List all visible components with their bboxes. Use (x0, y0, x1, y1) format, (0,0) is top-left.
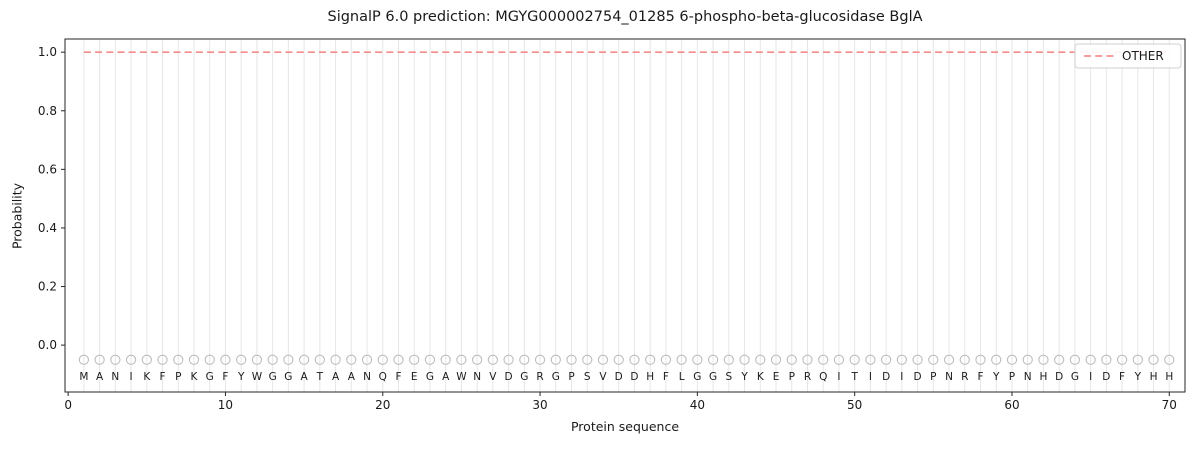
svg-text:F: F (1119, 371, 1125, 383)
svg-text:R: R (804, 371, 811, 383)
svg-text:Y: Y (237, 371, 245, 383)
svg-text:F: F (395, 371, 401, 383)
svg-text:F: F (160, 371, 166, 383)
svg-text:P: P (568, 371, 574, 383)
svg-text:H: H (1039, 371, 1047, 383)
svg-text:G: G (269, 371, 277, 383)
svg-text:T: T (850, 371, 858, 383)
svg-text:F: F (222, 371, 228, 383)
svg-text:D: D (1102, 371, 1110, 383)
svg-text:H: H (1165, 371, 1173, 383)
svg-text:G: G (552, 371, 560, 383)
svg-text:I: I (900, 371, 903, 383)
svg-text:A: A (301, 371, 309, 383)
svg-text:30: 30 (532, 398, 547, 412)
svg-text:T: T (316, 371, 324, 383)
svg-text:0.8: 0.8 (38, 104, 57, 118)
svg-text:G: G (284, 371, 292, 383)
svg-text:H: H (1150, 371, 1158, 383)
svg-text:I: I (1089, 371, 1092, 383)
svg-text:Y: Y (1134, 371, 1142, 383)
svg-text:K: K (757, 371, 765, 383)
svg-text:60: 60 (1004, 398, 1019, 412)
svg-text:A: A (442, 371, 450, 383)
svg-text:N: N (363, 371, 371, 383)
svg-text:N: N (111, 371, 119, 383)
svg-text:1.0: 1.0 (38, 45, 57, 59)
svg-text:Y: Y (992, 371, 1000, 383)
svg-text:D: D (615, 371, 623, 383)
svg-text:0.0: 0.0 (38, 338, 57, 352)
svg-text:G: G (206, 371, 214, 383)
svg-text:S: S (725, 371, 732, 383)
svg-text:K: K (191, 371, 199, 383)
svg-text:0.4: 0.4 (38, 221, 57, 235)
svg-text:A: A (332, 371, 340, 383)
svg-text:I: I (130, 371, 133, 383)
svg-text:G: G (693, 371, 701, 383)
svg-text:E: E (411, 371, 418, 383)
svg-text:Q: Q (819, 371, 827, 383)
svg-text:0.6: 0.6 (38, 162, 57, 176)
svg-text:P: P (1009, 371, 1015, 383)
svg-text:D: D (882, 371, 890, 383)
svg-text:D: D (1055, 371, 1063, 383)
svg-text:N: N (1024, 371, 1032, 383)
svg-text:D: D (630, 371, 638, 383)
svg-text:G: G (1071, 371, 1079, 383)
svg-text:Q: Q (379, 371, 387, 383)
svg-text:E: E (773, 371, 780, 383)
svg-text:50: 50 (847, 398, 862, 412)
legend-box (1074, 43, 1182, 69)
svg-text:R: R (961, 371, 968, 383)
svg-text:G: G (709, 371, 717, 383)
svg-text:A: A (96, 371, 104, 383)
svg-text:L: L (679, 371, 685, 383)
svg-text:I: I (837, 371, 840, 383)
svg-text:V: V (489, 371, 497, 383)
chart-title: SignalP 6.0 prediction: MGYG000002754_01… (327, 9, 923, 25)
svg-text:W: W (456, 371, 467, 383)
svg-text:M: M (79, 371, 88, 383)
plot-border (64, 38, 1186, 393)
svg-text:G: G (426, 371, 434, 383)
svg-text:I: I (869, 371, 872, 383)
svg-text:N: N (945, 371, 953, 383)
svg-text:70: 70 (1162, 398, 1177, 412)
svg-text:0: 0 (64, 398, 72, 412)
svg-text:N: N (473, 371, 481, 383)
svg-text:R: R (536, 371, 543, 383)
svg-text:P: P (930, 371, 936, 383)
residue-markers (78, 354, 1175, 365)
legend: OTHER (1074, 43, 1182, 69)
x-axis-ticks: 0 10 20 30 40 50 60 70 (64, 392, 1177, 412)
svg-text:P: P (789, 371, 795, 383)
svg-text:P: P (175, 371, 181, 383)
svg-text:K: K (143, 371, 151, 383)
svg-text:V: V (599, 371, 607, 383)
svg-text:S: S (584, 371, 591, 383)
svg-text:10: 10 (218, 398, 233, 412)
svg-text:D: D (914, 371, 922, 383)
y-axis-label: Probability (9, 182, 25, 250)
svg-text:0.2: 0.2 (38, 280, 57, 294)
svg-text:D: D (505, 371, 513, 383)
svg-text:A: A (348, 371, 356, 383)
svg-text:G: G (520, 371, 528, 383)
svg-text:F: F (977, 371, 983, 383)
gridlines (83, 39, 1170, 392)
svg-text:20: 20 (375, 398, 390, 412)
svg-text:40: 40 (690, 398, 705, 412)
svg-text:Y: Y (740, 371, 748, 383)
svg-text:W: W (252, 371, 263, 383)
x-axis-label: Protein sequence (570, 419, 680, 434)
y-axis-ticks: 0.0 0.2 0.4 0.6 0.8 1.0 (38, 45, 65, 352)
svg-text:H: H (646, 371, 654, 383)
legend-label: OTHER (1122, 49, 1164, 63)
svg-text:F: F (663, 371, 669, 383)
